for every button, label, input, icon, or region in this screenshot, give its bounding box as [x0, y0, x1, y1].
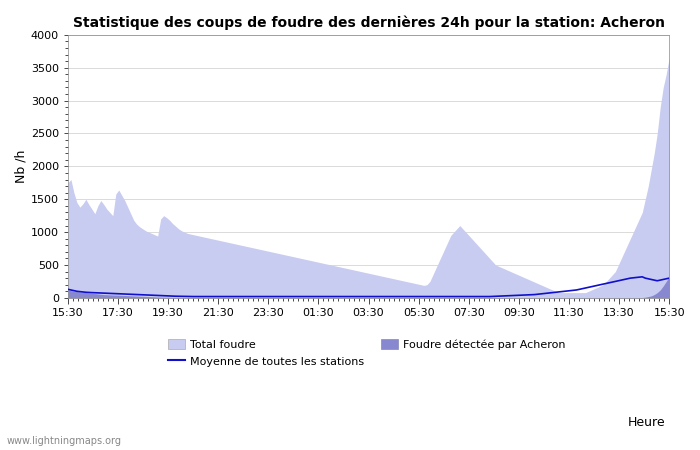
Legend: Total foudre, Moyenne de toutes les stations, Foudre détectée par Acheron: Total foudre, Moyenne de toutes les stat…	[164, 335, 570, 371]
Title: Statistique des coups de foudre des dernières 24h pour la station: Acheron: Statistique des coups de foudre des dern…	[73, 15, 664, 30]
Y-axis label: Nb /h: Nb /h	[15, 150, 28, 183]
Text: www.lightningmaps.org: www.lightningmaps.org	[7, 436, 122, 446]
Text: Heure: Heure	[627, 416, 665, 429]
